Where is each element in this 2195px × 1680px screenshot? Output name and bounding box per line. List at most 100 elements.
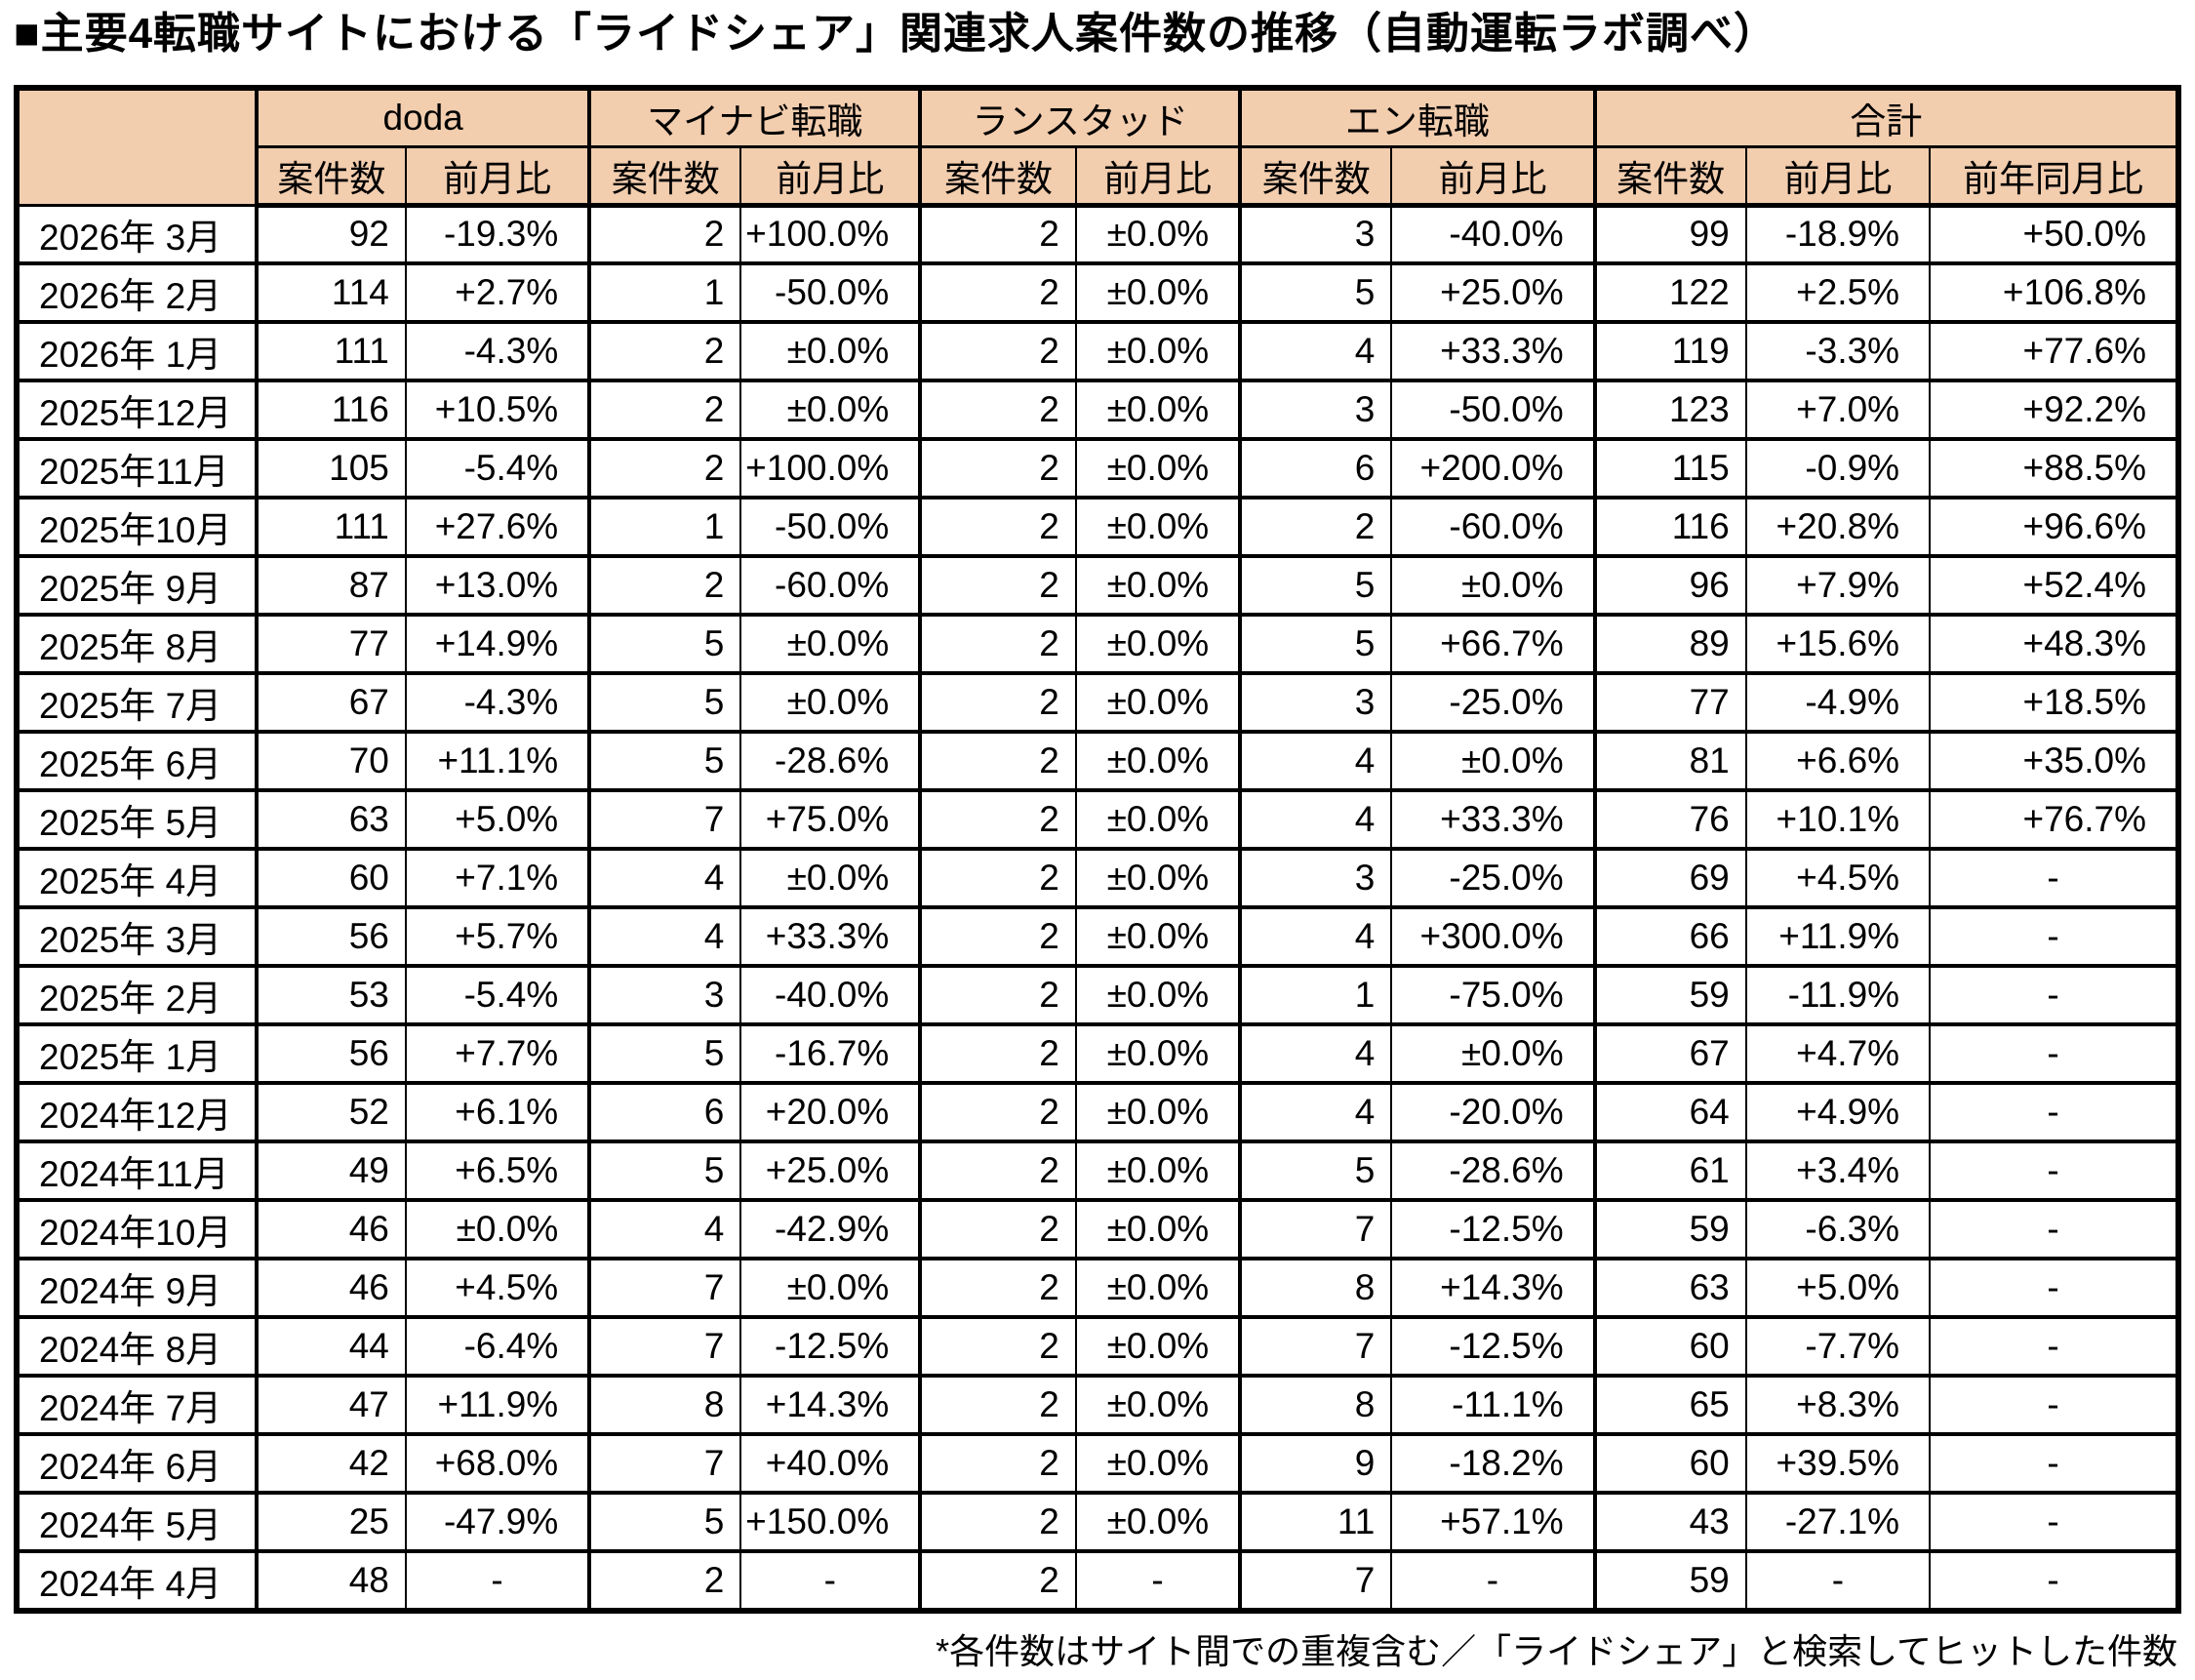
pct-cell: -7.7% xyxy=(1744,1315,1932,1378)
table-row: 2024年 8月 44 -6.4% 7 -12.5% 2 ±0.0% 7 -12.5% 60 -7.… xyxy=(16,1315,2179,1378)
count-cell: 7 xyxy=(1238,1198,1393,1260)
pct-cell: ±0.0% xyxy=(1390,1022,1596,1085)
count-cell: 3 xyxy=(1238,847,1393,909)
count-cell: 111 xyxy=(254,496,407,558)
pct-cell: +3.4% xyxy=(1744,1140,1932,1202)
pct-cell: -11.1% xyxy=(1390,1374,1596,1436)
pct-cell: - xyxy=(1929,1257,2179,1319)
pct-cell: +7.1% xyxy=(404,847,591,909)
table-row: 2025年10月 111 +27.6% 1 -50.0% 2 ±0.0% 2 -60.0% 116… xyxy=(16,496,2179,558)
pct-cell: ±0.0% xyxy=(1074,964,1242,1026)
pct-cell: +15.6% xyxy=(1744,613,1932,675)
table-row: 2024年 5月 25 -47.9% 5 +150.0% 2 ±0.0% 11 +57.1% 43… xyxy=(16,1491,2179,1553)
pct-cell: ±0.0% xyxy=(739,379,922,441)
month-cell: 2025年 4月 xyxy=(16,847,258,909)
count-cell: 5 xyxy=(587,613,742,675)
count-cell: 2 xyxy=(918,1374,1077,1436)
count-cell: 5 xyxy=(587,1491,742,1553)
pct-cell: +2.5% xyxy=(1744,261,1932,324)
pct-cell: -18.2% xyxy=(1390,1432,1596,1495)
pct-cell: -60.0% xyxy=(1390,496,1596,558)
month-cell: 2025年10月 xyxy=(16,496,258,558)
pct-cell: +57.1% xyxy=(1390,1491,1596,1553)
subheader-en-count: 案件数 xyxy=(1238,145,1393,208)
subheader-mynavi-count: 案件数 xyxy=(587,145,742,208)
pct-cell: ±0.0% xyxy=(404,1198,591,1260)
count-cell: 2 xyxy=(587,320,742,382)
pct-cell: +33.3% xyxy=(1390,320,1596,382)
pct-cell: +20.0% xyxy=(739,1081,922,1143)
month-cell: 2024年 7月 xyxy=(16,1374,258,1436)
count-cell: 2 xyxy=(587,554,742,617)
count-cell: 3 xyxy=(1238,204,1393,265)
pct-cell: -50.0% xyxy=(739,261,922,324)
pct-cell: -5.4% xyxy=(404,437,591,500)
count-cell: 2 xyxy=(918,379,1077,441)
pct-cell: +200.0% xyxy=(1390,437,1596,500)
pct-cell: - xyxy=(404,1549,591,1613)
count-cell: 2 xyxy=(918,437,1077,500)
pct-cell: +8.3% xyxy=(1744,1374,1932,1436)
pct-cell: ±0.0% xyxy=(1074,1491,1242,1553)
count-cell: 70 xyxy=(254,730,407,792)
count-cell: 99 xyxy=(1592,204,1747,265)
pct-cell: -12.5% xyxy=(1390,1315,1596,1378)
count-cell: 2 xyxy=(918,1315,1077,1378)
month-cell: 2024年 8月 xyxy=(16,1315,258,1378)
pct-cell: - xyxy=(739,1549,922,1613)
count-cell: 1 xyxy=(587,496,742,558)
pct-cell: - xyxy=(1929,1315,2179,1378)
count-cell: 48 xyxy=(254,1549,407,1613)
count-cell: 49 xyxy=(254,1140,407,1202)
month-cell: 2024年 6月 xyxy=(16,1432,258,1495)
group-header-doda: doda xyxy=(254,86,591,148)
count-cell: 7 xyxy=(587,1257,742,1319)
pct-cell: +10.5% xyxy=(404,379,591,441)
pct-cell: ±0.0% xyxy=(1074,1198,1242,1260)
pct-cell: -60.0% xyxy=(739,554,922,617)
subheader-randstad-count: 案件数 xyxy=(918,145,1077,208)
count-cell: 8 xyxy=(1238,1257,1393,1319)
count-cell: 89 xyxy=(1592,613,1747,675)
table-row: 2024年11月 49 +6.5% 5 +25.0% 2 ±0.0% 5 -28.6% 61 +3.… xyxy=(16,1140,2179,1202)
pct-cell: +68.0% xyxy=(404,1432,591,1495)
count-cell: 2 xyxy=(918,204,1077,265)
pct-cell: ±0.0% xyxy=(1074,379,1242,441)
count-cell: 111 xyxy=(254,320,407,382)
count-cell: 5 xyxy=(587,730,742,792)
pct-cell: -11.9% xyxy=(1744,964,1932,1026)
pct-cell: -6.3% xyxy=(1744,1198,1932,1260)
count-cell: 92 xyxy=(254,204,407,265)
pct-cell: - xyxy=(1929,1491,2179,1553)
count-cell: 2 xyxy=(918,320,1077,382)
count-cell: 60 xyxy=(254,847,407,909)
count-cell: 2 xyxy=(918,1257,1077,1319)
pct-cell: -6.4% xyxy=(404,1315,591,1378)
group-header-mynavi: マイナビ転職 xyxy=(587,86,922,148)
count-cell: 2 xyxy=(918,730,1077,792)
pct-cell: ±0.0% xyxy=(1074,437,1242,500)
count-cell: 60 xyxy=(1592,1432,1747,1495)
pct-cell: +4.7% xyxy=(1744,1022,1932,1085)
count-cell: 56 xyxy=(254,905,407,968)
count-cell: 2 xyxy=(587,1549,742,1613)
pct-cell: -20.0% xyxy=(1390,1081,1596,1143)
group-header-randstad: ランスタッド xyxy=(918,86,1242,148)
pct-cell: +5.0% xyxy=(404,788,591,851)
count-cell: 2 xyxy=(918,905,1077,968)
pct-cell: ±0.0% xyxy=(1074,847,1242,909)
count-cell: 11 xyxy=(1238,1491,1393,1553)
month-cell: 2024年 4月 xyxy=(16,1549,258,1613)
count-cell: 4 xyxy=(587,1198,742,1260)
pct-cell: +10.1% xyxy=(1744,788,1932,851)
pct-cell: +6.5% xyxy=(404,1140,591,1202)
count-cell: 77 xyxy=(254,613,407,675)
pct-cell: ±0.0% xyxy=(1074,204,1242,265)
table-row: 2024年12月 52 +6.1% 6 +20.0% 2 ±0.0% 4 -20.0% 64 +4.… xyxy=(16,1081,2179,1143)
pct-cell: ±0.0% xyxy=(739,613,922,675)
month-cell: 2024年10月 xyxy=(16,1198,258,1260)
table-row: 2025年 9月 87 +13.0% 2 -60.0% 2 ±0.0% 5 ±0.0% 96 +7.… xyxy=(16,554,2179,617)
table-row: 2025年11月 105 -5.4% 2 +100.0% 2 ±0.0% 6 +200.0% 11… xyxy=(16,437,2179,500)
pct-cell: +300.0% xyxy=(1390,905,1596,968)
